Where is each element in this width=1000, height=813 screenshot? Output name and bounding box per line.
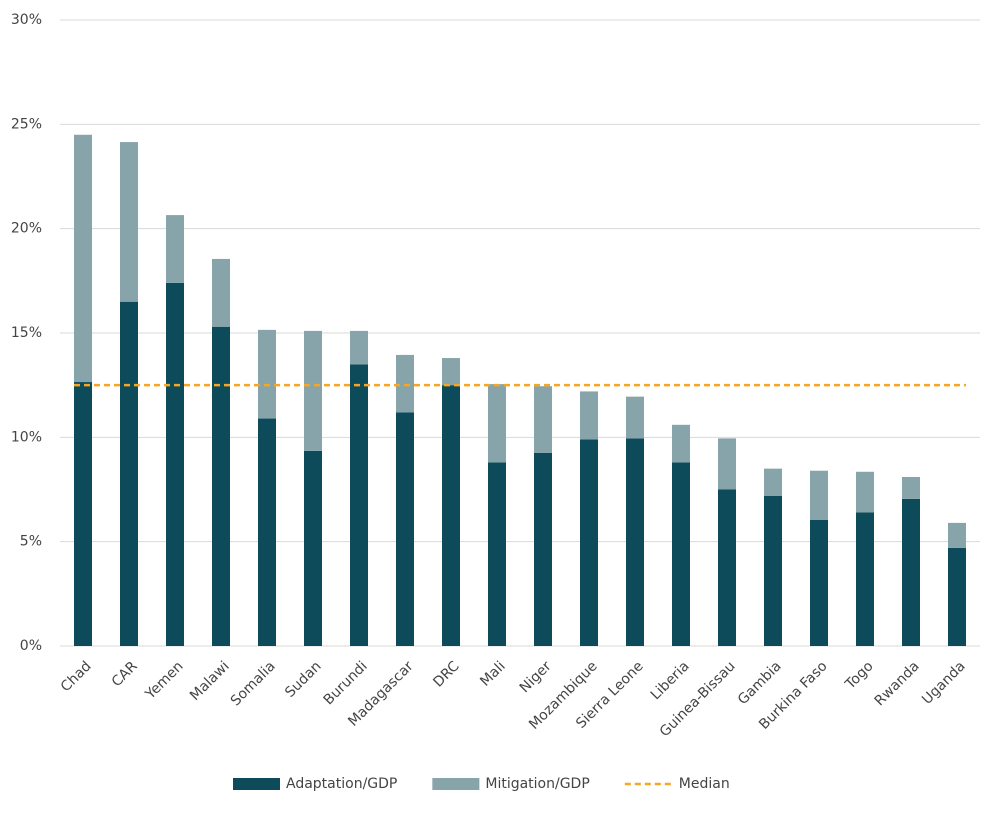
bar-segment <box>442 385 460 646</box>
bar-segment <box>718 438 736 490</box>
x-tick-label: Sudan <box>282 658 325 701</box>
y-tick-label: 25% <box>11 116 42 132</box>
bar-segment <box>626 438 644 646</box>
bar-segment <box>350 330 368 365</box>
x-tick-label: Rwanda <box>872 658 923 709</box>
bar-segment <box>212 258 230 327</box>
bar-segment <box>534 452 552 646</box>
x-tick-label: Mali <box>477 658 508 689</box>
legend-swatch <box>432 778 480 790</box>
legend-label: Mitigation/GDP <box>485 776 589 792</box>
bar-segment <box>120 301 138 646</box>
y-tick-label: 5% <box>20 534 42 550</box>
bar-segment <box>74 382 92 646</box>
y-tick-label: 0% <box>20 638 42 654</box>
bar-segment <box>212 326 230 646</box>
bar-segment <box>948 522 966 548</box>
bar-segment <box>74 134 92 383</box>
x-tick-label: CAR <box>109 658 141 690</box>
bar-segment <box>166 215 184 283</box>
x-tick-label: Liberia <box>648 658 693 703</box>
bar-segment <box>948 547 966 646</box>
x-tick-label: Malawi <box>187 658 233 704</box>
bar-segment <box>856 512 874 646</box>
x-tick-label: Niger <box>517 658 555 696</box>
bar-segment <box>672 424 690 463</box>
y-tick-label: 15% <box>11 325 42 341</box>
bar-segment <box>580 439 598 646</box>
x-tick-label: Chad <box>58 658 95 695</box>
bar-segment <box>488 384 506 463</box>
bar-segment <box>396 354 414 413</box>
bar-segment <box>810 470 828 520</box>
bar-segment <box>120 142 138 302</box>
bar-segment <box>672 462 690 646</box>
bar-segment <box>396 412 414 646</box>
bar-segment <box>580 391 598 440</box>
x-tick-label: Yemen <box>142 658 187 703</box>
bar-segment <box>534 386 552 453</box>
bar-segment <box>304 330 322 451</box>
x-tick-label: DRC <box>430 658 462 690</box>
bar-segment <box>442 358 460 386</box>
bar-segment <box>764 468 782 496</box>
bar-segment <box>626 396 644 439</box>
y-tick-label: 20% <box>11 221 42 237</box>
bar-segment <box>488 462 506 646</box>
bar-segment <box>902 498 920 646</box>
bar-segment <box>350 364 368 646</box>
x-tick-label: Somalia <box>228 658 279 709</box>
bar-segment <box>258 418 276 646</box>
bar-segment <box>304 450 322 646</box>
bar-segment <box>718 489 736 646</box>
y-tick-label: 10% <box>11 429 42 445</box>
bar-segment <box>856 471 874 513</box>
legend-label: Adaptation/GDP <box>286 776 397 792</box>
y-tick-label: 30% <box>11 12 42 28</box>
legend-label: Median <box>679 776 730 792</box>
bar-segment <box>166 282 184 646</box>
x-tick-label: Uganda <box>919 658 969 708</box>
bar-segment <box>764 495 782 646</box>
legend-swatch <box>233 778 280 790</box>
bar-segment <box>902 476 920 499</box>
bar-segment <box>258 329 276 419</box>
x-tick-label: Togo <box>842 658 877 693</box>
bar-segment <box>810 519 828 646</box>
